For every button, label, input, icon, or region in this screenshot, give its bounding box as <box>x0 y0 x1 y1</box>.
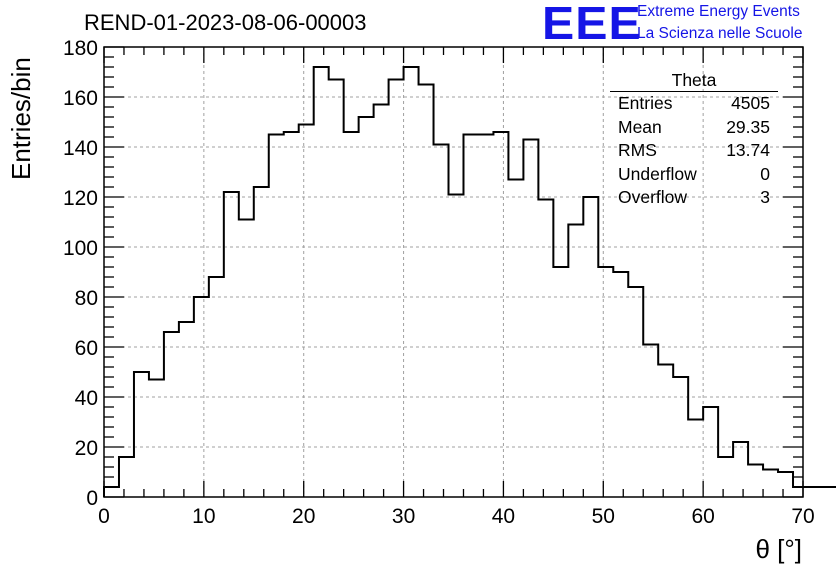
stats-label: Overflow <box>618 187 688 207</box>
grid-lines <box>104 47 803 497</box>
y-tick-label: 60 <box>75 337 98 360</box>
stats-label: Underflow <box>618 163 697 184</box>
y-axis-label: Entries/bin <box>6 57 36 180</box>
stats-label: Mean <box>618 116 662 137</box>
stats-title: Theta <box>610 70 778 92</box>
x-tick-label: 50 <box>592 505 615 528</box>
y-tick-label: 80 <box>75 287 98 310</box>
y-tick-label: 40 <box>75 387 98 410</box>
stats-row-overflow: Overflow 3 <box>610 186 778 210</box>
stats-value: 0 <box>760 163 770 184</box>
x-tick-label: 20 <box>292 505 315 528</box>
stats-value: 13.74 <box>726 140 770 160</box>
y-tick-label: 20 <box>75 437 98 460</box>
stats-value: 29.35 <box>726 116 770 137</box>
y-tick-label: 140 <box>63 137 98 160</box>
x-axis-label: θ [°] <box>755 534 802 564</box>
stats-value: 3 <box>760 187 770 207</box>
x-tick-label: 40 <box>492 505 515 528</box>
logo-text-line-2: La Scienza nelle Scuole <box>637 25 803 42</box>
plot-frame <box>103 46 804 498</box>
y-tick-label: 120 <box>63 187 98 210</box>
y-tick-label: 180 <box>63 37 98 60</box>
x-tick-label: 60 <box>691 505 714 528</box>
stats-row-entries: Entries 4505 <box>610 92 778 116</box>
stats-row-rms: RMS 13.74 <box>610 139 778 163</box>
x-tick-label: 70 <box>791 505 814 528</box>
y-tick-label: 100 <box>63 237 98 260</box>
stats-row-mean: Mean 29.35 <box>610 116 778 140</box>
x-tick-label: 0 <box>98 505 110 528</box>
stats-box: Theta Entries 4505 Mean 29.35 RMS 13.74 … <box>610 70 778 210</box>
y-tick-label: 160 <box>63 87 98 110</box>
histogram-series <box>103 66 836 497</box>
stats-value: 4505 <box>731 93 770 113</box>
axis-ticks <box>103 46 804 498</box>
chart-title: REND-01-2023-08-06-00003 <box>84 10 367 35</box>
y-tick-label: 0 <box>86 487 98 510</box>
logo-text-line-1: Extreme Energy Events <box>637 3 800 20</box>
x-tick-label: 30 <box>392 505 415 528</box>
eee-logo: EEE <box>542 0 642 49</box>
x-tick-label: 10 <box>192 505 215 528</box>
stats-label: RMS <box>618 140 657 160</box>
stats-label: Entries <box>618 93 673 113</box>
stats-row-underflow: Underflow 0 <box>610 163 778 187</box>
